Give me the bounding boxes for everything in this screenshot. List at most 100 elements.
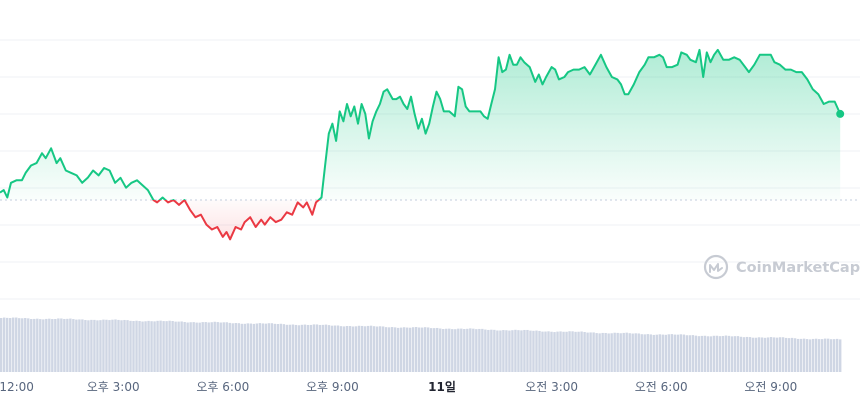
volume-bar <box>213 321 216 372</box>
volume-bar <box>499 330 502 372</box>
volume-bar <box>414 327 418 372</box>
volume-bar <box>210 322 213 372</box>
price-line-up <box>0 48 842 200</box>
volume-bar <box>790 337 794 372</box>
volume-bar <box>378 326 382 372</box>
volume-bar <box>679 334 683 372</box>
volume-bar <box>736 336 740 372</box>
volume-bar <box>135 320 138 372</box>
volume-bar <box>282 324 286 372</box>
volume-bar <box>288 324 292 372</box>
volume-bar <box>517 330 520 372</box>
x-axis: 오후 12:00 오후 3:00 오후 6:00 오후 9:00 11일 오전 3:00 오… <box>0 380 797 394</box>
volume-bar <box>793 338 797 372</box>
volume-bar <box>363 326 367 372</box>
volume-bar <box>69 318 72 372</box>
volume-bar <box>655 334 658 372</box>
volume-bar <box>706 336 710 372</box>
volume-bar <box>826 338 830 372</box>
volume-bar <box>649 334 652 372</box>
volume-bar <box>463 329 466 372</box>
volume-bar <box>817 339 821 372</box>
volume-bar <box>219 322 222 372</box>
volume-bar <box>171 320 174 372</box>
volume-bar <box>658 334 661 372</box>
volume-bar <box>264 323 268 372</box>
volume-bar <box>835 338 839 372</box>
volume-bar <box>78 319 81 372</box>
coinmarketcap-logo-icon <box>703 254 729 280</box>
volume-bar <box>781 337 785 372</box>
volume-bar <box>0 318 3 372</box>
x-tick-label: 오전 3:00 <box>525 380 578 394</box>
volume-bar <box>802 338 806 372</box>
volume-bar <box>646 334 649 372</box>
volume-bar <box>198 322 201 372</box>
volume-bar <box>703 335 707 372</box>
volume-bar <box>520 330 523 372</box>
volume-bar <box>360 325 364 372</box>
volume-bar <box>562 331 565 372</box>
volume-bar <box>129 320 132 372</box>
volume-bar <box>589 332 592 372</box>
volume-bar <box>748 337 752 372</box>
volume-bar <box>183 322 186 372</box>
volume-bar <box>472 328 475 372</box>
volume-bar <box>150 321 153 372</box>
volume-bar <box>478 328 481 372</box>
volume-bar <box>204 322 207 372</box>
volume-bar <box>784 337 788 372</box>
volume-bar <box>727 335 731 372</box>
x-tick-label: 오후 6:00 <box>196 380 249 394</box>
volume-bar <box>544 331 547 372</box>
volume-bar <box>51 319 54 372</box>
volume-bar <box>448 328 451 372</box>
volume-bar <box>457 328 460 372</box>
volume-bar <box>631 333 634 372</box>
volume-bar <box>294 324 298 372</box>
volume-bar <box>330 325 334 372</box>
volume-bar <box>255 323 259 372</box>
volume-bar <box>436 327 439 372</box>
volume-bar <box>712 335 716 372</box>
volume-bar <box>829 339 833 372</box>
volume-bar <box>345 326 349 372</box>
volume-bar <box>616 332 619 372</box>
volume-bar <box>769 337 773 372</box>
volume-bar <box>421 327 424 372</box>
volume-bar <box>532 330 535 372</box>
volume-bar <box>399 327 403 372</box>
volume-bar <box>177 321 180 372</box>
volume-bar <box>733 336 737 372</box>
volume-bar <box>535 330 538 372</box>
volume-bar <box>694 335 698 372</box>
volume-bar <box>291 324 295 372</box>
volume-bar <box>57 318 60 372</box>
volume-bar <box>697 336 701 372</box>
volume-bar <box>682 334 686 372</box>
volume-bar <box>775 337 779 372</box>
volume-bar <box>321 324 325 372</box>
volume-bar <box>132 321 135 372</box>
volume-bar <box>568 331 571 372</box>
volume-bar <box>484 329 487 372</box>
volume-bar <box>628 333 631 372</box>
volume-bar <box>622 332 625 372</box>
volume-bar <box>315 324 319 372</box>
volume-bar <box>252 323 256 372</box>
volume-bar <box>661 334 664 372</box>
volume-bar <box>408 327 412 372</box>
volume-bar <box>445 328 448 372</box>
volume-bar <box>324 324 328 372</box>
volume-bar <box>514 329 517 372</box>
volume-bar <box>493 329 496 372</box>
volume-bar <box>577 331 580 372</box>
volume-bar <box>411 327 415 372</box>
volume-bar <box>745 336 749 372</box>
volume-bar <box>123 319 126 372</box>
volume-bar <box>607 333 610 372</box>
volume-bar <box>9 318 12 372</box>
volume-bar <box>571 331 574 372</box>
volume-bar <box>511 330 514 372</box>
